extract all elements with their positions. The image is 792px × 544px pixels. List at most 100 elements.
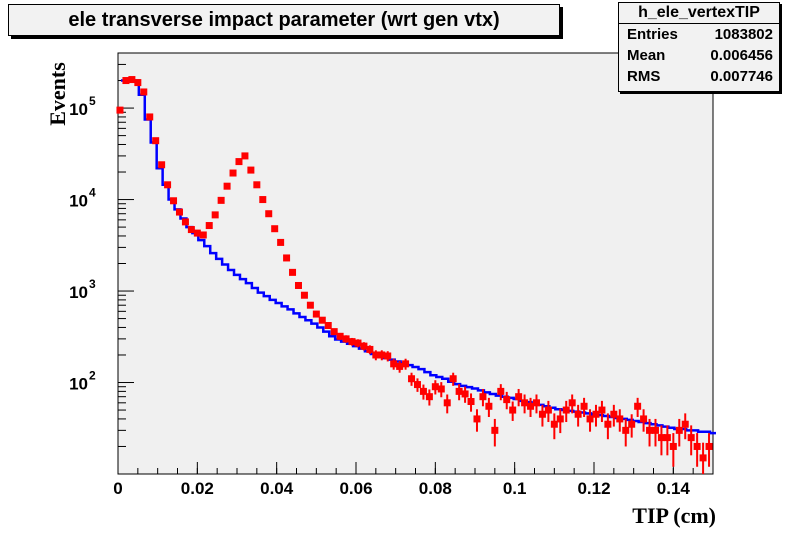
data-point (693, 442, 701, 450)
stats-box: h_ele_vertexTIP Entries 1083802 Mean 0.0… (618, 2, 780, 92)
data-point (181, 218, 189, 226)
data-point (705, 442, 713, 450)
data-point (556, 415, 564, 423)
stats-row-rms: RMS 0.007746 (619, 66, 779, 87)
x-tick-label: 0.14 (657, 479, 691, 498)
data-point (324, 322, 332, 330)
y-tick-exponent: 2 (89, 369, 96, 383)
data-point (199, 231, 207, 239)
data-point (574, 410, 582, 418)
stats-row-mean: Mean 0.006456 (619, 45, 779, 66)
stats-label: Entries (627, 26, 678, 43)
data-point (372, 351, 380, 359)
data-point (122, 77, 130, 85)
data-point (128, 76, 136, 84)
data-point (348, 338, 356, 346)
data-point (187, 226, 195, 234)
data-point (610, 410, 618, 418)
data-point (538, 410, 546, 418)
chart-title: ele transverse impact parameter (wrt gen… (8, 4, 560, 36)
data-point (651, 426, 659, 434)
data-point (419, 387, 427, 395)
data-point (544, 406, 552, 414)
data-point (235, 158, 243, 166)
data-point (354, 339, 362, 347)
data-point (497, 387, 505, 395)
x-tick-label: 0.08 (419, 479, 452, 498)
data-point (330, 328, 338, 336)
data-point (634, 402, 642, 410)
data-point (360, 342, 368, 350)
data-point (277, 238, 285, 246)
data-point (628, 420, 636, 428)
data-point (515, 393, 523, 401)
data-point (681, 420, 689, 428)
data-point (152, 137, 160, 145)
data-point (223, 182, 231, 190)
x-tick-label: 0.04 (260, 479, 294, 498)
data-point (229, 169, 237, 177)
stats-label: Mean (627, 47, 666, 64)
data-point (461, 390, 469, 398)
data-point (503, 396, 511, 404)
data-point (550, 420, 558, 428)
data-point (586, 415, 594, 423)
stats-name: h_ele_vertexTIP (619, 3, 779, 24)
y-tick-label: 10 (69, 192, 88, 211)
data-point (211, 211, 219, 219)
stats-row-entries: Entries 1083802 (619, 24, 779, 45)
data-point (646, 426, 654, 434)
data-point (568, 399, 576, 407)
data-point (217, 196, 225, 204)
y-axis-label: Events (45, 62, 70, 126)
data-point (598, 406, 606, 414)
data-point (479, 393, 487, 401)
data-point (253, 181, 261, 189)
data-point (318, 316, 326, 324)
data-point (289, 268, 297, 276)
data-point (580, 402, 588, 410)
data-point (413, 381, 421, 389)
data-point (616, 415, 624, 423)
data-point (306, 301, 314, 309)
x-tick-label: 0.02 (181, 479, 214, 498)
data-point (378, 351, 386, 359)
data-point (640, 415, 648, 423)
y-tick-exponent: 4 (89, 186, 96, 200)
data-point (657, 434, 665, 442)
data-point (384, 352, 392, 360)
stats-value: 0.006456 (710, 47, 773, 64)
data-point (687, 434, 695, 442)
data-point (562, 406, 570, 414)
data-point (390, 360, 398, 368)
data-point (699, 454, 707, 462)
data-point (265, 210, 273, 218)
data-point (532, 399, 540, 407)
y-tick-label: 10 (69, 375, 88, 394)
data-point (158, 161, 166, 169)
x-tick-label: 0.12 (577, 479, 610, 498)
data-point (342, 335, 350, 343)
data-point (408, 375, 416, 383)
data-point (241, 152, 249, 160)
x-axis-label: TIP (cm) (632, 503, 716, 528)
data-point (669, 442, 677, 450)
data-point (663, 434, 671, 442)
data-point (509, 406, 517, 414)
data-point (443, 399, 451, 407)
data-point (485, 402, 493, 410)
plot-frame (117, 52, 714, 475)
data-point (116, 106, 124, 114)
stats-value: 0.007746 (710, 68, 773, 85)
y-tick-exponent: 5 (89, 94, 96, 108)
data-point (283, 254, 291, 262)
data-point (312, 310, 320, 318)
x-tick-label: 0 (113, 479, 122, 498)
y-tick-exponent: 3 (89, 277, 96, 291)
data-point (271, 225, 279, 233)
data-point (431, 383, 439, 391)
data-point (622, 426, 630, 434)
data-point (521, 399, 529, 407)
